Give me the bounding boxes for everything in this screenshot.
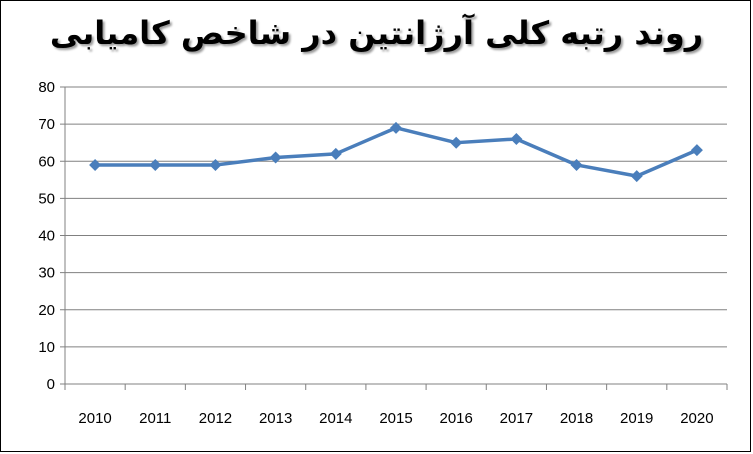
- data-series: [89, 121, 703, 183]
- y-tick-label: 50: [38, 190, 55, 207]
- y-tick-label: 10: [38, 339, 55, 356]
- data-point-marker: [269, 151, 282, 164]
- data-point-marker: [390, 121, 402, 134]
- y-tick-label: 80: [38, 79, 55, 96]
- data-point-marker: [329, 147, 342, 160]
- x-tick-label: 2015: [379, 410, 412, 427]
- x-tick-label: 2014: [319, 410, 352, 427]
- x-tick-labels: 2010 2011 2012 2013 2014 2015 2016 2017 2018 2019…: [78, 410, 713, 427]
- chart-title: روند رتبه کلی آرژانتین در شاخص کامیابی: [49, 14, 704, 52]
- y-tick-label: 40: [38, 228, 55, 245]
- x-tick-label: 2012: [199, 410, 232, 427]
- data-point-marker: [149, 158, 162, 171]
- x-tick-label: 2018: [560, 410, 593, 427]
- axes: [60, 86, 728, 390]
- x-tick-label: 2011: [139, 410, 171, 427]
- x-tick-label: 2019: [620, 410, 653, 427]
- data-point-marker: [690, 144, 703, 157]
- x-tick-label: 2017: [500, 410, 533, 427]
- y-tick-label: 0: [47, 376, 55, 393]
- series-line: [95, 126, 698, 178]
- data-point-marker: [570, 158, 583, 171]
- y-tick-label: 60: [38, 153, 55, 170]
- data-point-marker: [630, 170, 643, 183]
- x-tick-label: 2013: [259, 410, 292, 427]
- data-point-marker: [510, 132, 523, 145]
- x-tick-label: 2016: [439, 410, 472, 427]
- data-point-marker: [89, 158, 102, 171]
- data-point-marker: [450, 136, 463, 149]
- y-tick-label: 20: [38, 302, 55, 319]
- y-tick-label: 30: [38, 265, 55, 282]
- x-tick-label: 2010: [78, 410, 111, 427]
- data-point-marker: [209, 158, 222, 171]
- y-tick-labels: 0 10 20 30 40 50 60 70 80: [38, 79, 55, 393]
- x-tick-label: 2020: [680, 410, 713, 427]
- y-tick-label: 70: [38, 116, 55, 133]
